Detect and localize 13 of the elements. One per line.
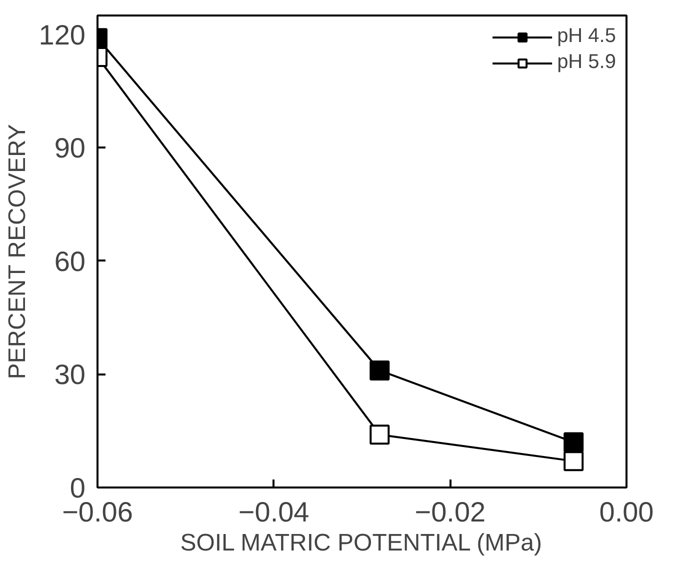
y-tick-label: 90 bbox=[54, 132, 86, 164]
y-axis-title: PERCENT RECOVERY bbox=[4, 124, 31, 380]
legend-label: pH 5.9 bbox=[557, 51, 616, 74]
y-tick-label: 120 bbox=[38, 19, 86, 50]
y-tick-label: 60 bbox=[54, 246, 86, 277]
legend-label: pH 4.5 bbox=[557, 25, 616, 48]
point bbox=[564, 451, 584, 472]
point bbox=[564, 432, 584, 452]
x-tick-label: −0.04 bbox=[238, 496, 310, 528]
x-tick-label: 0.00 bbox=[599, 496, 654, 528]
x-axis-title: SOIL MATRIC POTENTIAL (MPa) bbox=[180, 530, 542, 556]
x-tick-label: −0.02 bbox=[414, 496, 486, 528]
y-tick-label: 30 bbox=[54, 359, 86, 390]
